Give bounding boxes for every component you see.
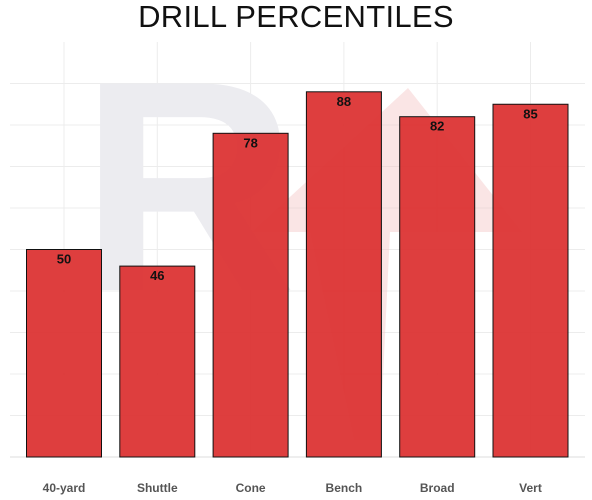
data-label-bench: 88 xyxy=(337,94,351,109)
bars xyxy=(26,91,569,458)
x-axis-tick-labels: 40-yard Shuttle Cone Bench Broad Vert xyxy=(43,481,542,495)
x-tick-label-broad: Broad xyxy=(420,481,455,495)
x-tick-label-40-yard: 40-yard xyxy=(43,481,86,495)
bar-broad xyxy=(399,116,476,458)
x-tick-label-shuttle: Shuttle xyxy=(137,481,178,495)
data-label-cone: 78 xyxy=(243,135,257,150)
data-label-40-yard: 50 xyxy=(57,252,71,267)
data-labels: 50 46 78 88 82 85 xyxy=(57,94,538,283)
bar-vert xyxy=(492,103,569,458)
chart-title: DRILL PERCENTILES xyxy=(138,0,454,34)
x-tick-label-vert: Vert xyxy=(519,481,542,495)
data-label-vert: 85 xyxy=(523,106,537,121)
bar-cone xyxy=(212,132,289,458)
data-label-shuttle: 46 xyxy=(150,268,164,283)
bar-40-yard xyxy=(26,249,102,458)
data-label-broad: 82 xyxy=(430,119,444,134)
x-tick-label-cone: Cone xyxy=(236,481,266,495)
x-tick-label-bench: Bench xyxy=(326,481,363,495)
bar-shuttle xyxy=(119,265,196,458)
bar-bench xyxy=(305,91,382,458)
